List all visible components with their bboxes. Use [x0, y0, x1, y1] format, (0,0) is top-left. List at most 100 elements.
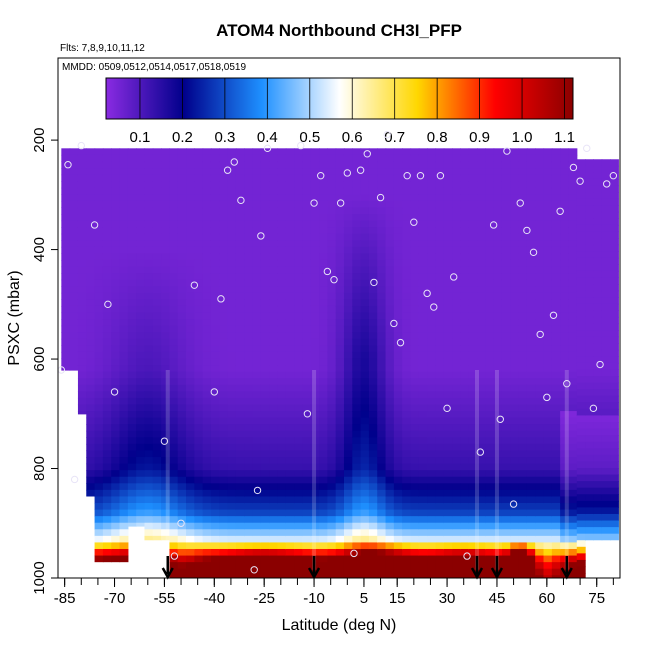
heatmap-cell — [202, 371, 212, 379]
heatmap-cell — [61, 305, 71, 314]
heatmap-cell — [310, 522, 320, 530]
heatmap-cell — [111, 338, 121, 346]
heatmap-cell — [385, 279, 395, 287]
heatmap-cell — [368, 259, 378, 268]
heatmap-cell — [244, 496, 254, 504]
heatmap-cell — [443, 457, 453, 465]
heatmap-cell — [102, 207, 112, 215]
heatmap-cell — [510, 220, 520, 228]
heatmap-cell — [576, 218, 586, 226]
heatmap-cell — [368, 325, 378, 333]
heatmap-cell — [186, 338, 195, 346]
heatmap-cell — [86, 489, 96, 497]
heatmap-cell — [551, 489, 561, 498]
heatmap-cell — [77, 266, 87, 274]
heatmap-cell — [410, 424, 420, 432]
heatmap-cell — [119, 437, 129, 445]
heatmap-cell — [560, 397, 570, 406]
heatmap-cell — [518, 463, 528, 471]
heatmap-cell — [568, 522, 578, 530]
heatmap-cell — [144, 457, 154, 465]
heatmap-cell — [86, 240, 96, 248]
heatmap-cell — [460, 299, 470, 307]
heatmap-cell — [452, 489, 461, 498]
heatmap-cell — [352, 476, 362, 484]
heatmap-cell — [235, 325, 245, 333]
heatmap-cell — [119, 161, 129, 169]
heatmap-cell — [210, 457, 220, 465]
heatmap-cell — [194, 259, 204, 268]
heatmap-cell — [343, 457, 353, 465]
heatmap-cell — [119, 483, 129, 491]
heatmap-cell — [102, 181, 112, 189]
heatmap-cell — [202, 214, 212, 222]
heatmap-cell — [427, 391, 437, 399]
heatmap-cell — [360, 174, 370, 182]
heatmap-cell — [77, 378, 87, 386]
heatmap-cell — [144, 286, 154, 294]
heatmap-cell — [327, 358, 337, 366]
heatmap-cell — [260, 548, 270, 557]
heatmap-cell — [61, 233, 71, 241]
heatmap-cell — [194, 463, 204, 471]
heatmap-cell — [343, 371, 353, 379]
heatmap-cell — [360, 266, 370, 274]
heatmap-cell — [551, 325, 561, 333]
heatmap-cell — [443, 463, 453, 471]
heatmap-cell — [136, 345, 146, 353]
heatmap-cell — [402, 299, 412, 307]
heatmap-cell — [518, 168, 528, 176]
heatmap-cell — [460, 174, 470, 182]
heatmap-cell — [260, 305, 270, 314]
heatmap-cell — [119, 391, 129, 399]
heatmap-cell — [485, 200, 495, 209]
heatmap-cell — [393, 253, 403, 261]
heatmap-cell — [310, 227, 320, 235]
heatmap-cell — [518, 437, 528, 445]
heatmap-cell — [94, 358, 104, 366]
heatmap-cell — [169, 404, 179, 412]
heatmap-cell — [493, 378, 503, 386]
heatmap-cell — [335, 358, 345, 366]
heatmap-cell — [294, 397, 304, 406]
heatmap-cell — [219, 332, 229, 340]
heatmap-cell — [368, 575, 378, 578]
heatmap-cell — [244, 305, 254, 314]
heatmap-cell — [610, 408, 619, 417]
heatmap-cell — [77, 332, 87, 340]
heatmap-cell — [535, 214, 545, 222]
heatmap-cell — [235, 358, 245, 366]
heatmap-cell — [152, 194, 162, 202]
heatmap-cell — [543, 220, 553, 228]
heatmap-cell — [244, 463, 254, 471]
heatmap-cell — [219, 325, 229, 333]
heatmap-cell — [576, 494, 586, 502]
heatmap-cell — [435, 450, 445, 458]
heatmap-cell — [111, 555, 121, 563]
heatmap-cell — [269, 404, 279, 412]
heatmap-cell — [319, 233, 328, 241]
heatmap-cell — [277, 411, 287, 419]
heatmap-cell — [385, 457, 395, 465]
heatmap-cell — [385, 450, 395, 458]
heatmap-cell — [161, 319, 171, 327]
heatmap-cell — [327, 411, 337, 419]
heatmap-cell — [593, 520, 603, 528]
heatmap-cell — [186, 378, 195, 386]
heatmap-cell — [277, 345, 287, 353]
heatmap-cell — [285, 207, 295, 215]
heatmap-cell — [144, 273, 154, 281]
heatmap-cell — [186, 233, 195, 241]
heatmap-cell — [443, 181, 453, 189]
heatmap-cell — [343, 312, 353, 320]
heatmap-cell — [86, 174, 96, 182]
heatmap-cell — [468, 470, 478, 478]
heatmap-cell — [468, 489, 478, 498]
heatmap-cell — [310, 187, 320, 195]
heatmap-cell — [144, 424, 154, 432]
heatmap-cell — [393, 351, 403, 360]
heatmap-cell — [327, 424, 337, 432]
heatmap-cell — [393, 397, 403, 406]
heatmap-cell — [551, 535, 561, 544]
heatmap-cell — [526, 483, 536, 491]
